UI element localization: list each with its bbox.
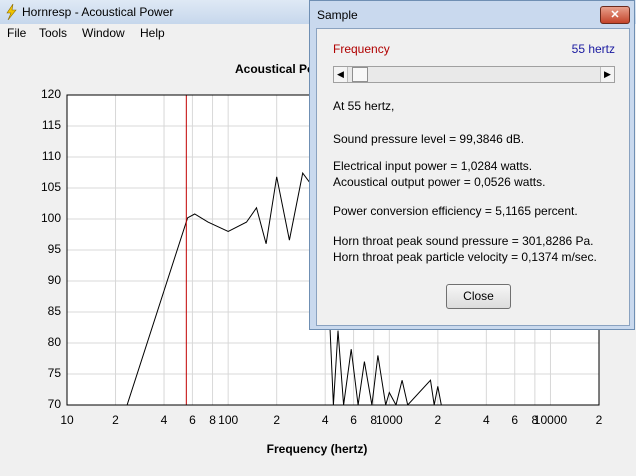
- window-title: Hornresp - Acoustical Power: [22, 5, 174, 19]
- response-line: [126, 171, 445, 405]
- x-tick-label: 8: [209, 413, 216, 427]
- y-tick-label: 90: [48, 273, 62, 287]
- x-axis-label: Frequency (hertz): [267, 442, 368, 456]
- result-line: Power conversion efficiency = 5,1165 per…: [333, 204, 578, 218]
- close-button[interactable]: Close: [446, 284, 511, 309]
- dialog-title: Sample: [317, 8, 358, 22]
- x-tick-label: 4: [322, 413, 329, 427]
- x-tick-label: 2: [596, 413, 603, 427]
- slider-label: Frequency: [333, 42, 390, 56]
- result-line: Electrical input power = 1,0284 watts.: [333, 159, 533, 173]
- slider-thumb[interactable]: [352, 67, 368, 82]
- x-tick-label: 6: [189, 413, 196, 427]
- x-tick-label: 100: [218, 413, 238, 427]
- y-tick-label: 80: [48, 335, 62, 349]
- result-line: Acoustical output power = 0,0526 watts.: [333, 175, 546, 189]
- y-tick-label: 100: [41, 211, 61, 225]
- result-line: Horn throat peak sound pressure = 301,82…: [333, 234, 594, 248]
- x-tick-label: 6: [350, 413, 357, 427]
- x-tick-label: 4: [161, 413, 168, 427]
- y-tick-label: 105: [41, 180, 61, 194]
- x-tick-label: 2: [434, 413, 441, 427]
- menu-item[interactable]: Tools: [39, 26, 68, 40]
- result-line: Sound pressure level = 99,3846 dB.: [333, 132, 525, 146]
- dialog-body: Frequency 55 hertz ◀ ▶ At 55 hertz, Sound…: [316, 28, 630, 326]
- slider[interactable]: ◀ ▶: [333, 66, 615, 83]
- menu-item[interactable]: Window: [82, 26, 125, 40]
- y-tick-label: 85: [48, 304, 62, 318]
- x-tick-label: 2: [273, 413, 280, 427]
- y-tick-label: 110: [42, 149, 61, 163]
- x-tick-label: 8: [370, 413, 377, 427]
- dialog: Sample ✕ Frequency 55 hertz ◀ ▶ At 55 he…: [309, 0, 635, 330]
- x-tick-label: 10: [60, 413, 74, 427]
- y-tick-label: 70: [48, 397, 62, 411]
- menu-item[interactable]: Help: [140, 26, 165, 40]
- x-tick-label: 10000: [534, 413, 568, 427]
- menu-item[interactable]: File: [7, 26, 27, 40]
- app-icon: [6, 4, 17, 20]
- x-tick-label: 2: [112, 413, 119, 427]
- result-line: Horn throat peak particle velocity = 0,1…: [333, 250, 597, 264]
- y-tick-label: 75: [48, 366, 62, 380]
- y-tick-label: 115: [42, 118, 61, 132]
- x-tick-label: 4: [483, 413, 490, 427]
- y-tick-label: 120: [41, 87, 61, 101]
- close-x-button[interactable]: ✕: [600, 6, 630, 24]
- result-line: At 55 hertz,: [333, 99, 395, 113]
- y-tick-label: 95: [48, 242, 62, 256]
- x-tick-label: 8: [532, 413, 539, 427]
- x-tick-label: 6: [511, 413, 518, 427]
- x-tick-label: 1000: [376, 413, 403, 427]
- slider-value: 55 hertz: [571, 42, 615, 56]
